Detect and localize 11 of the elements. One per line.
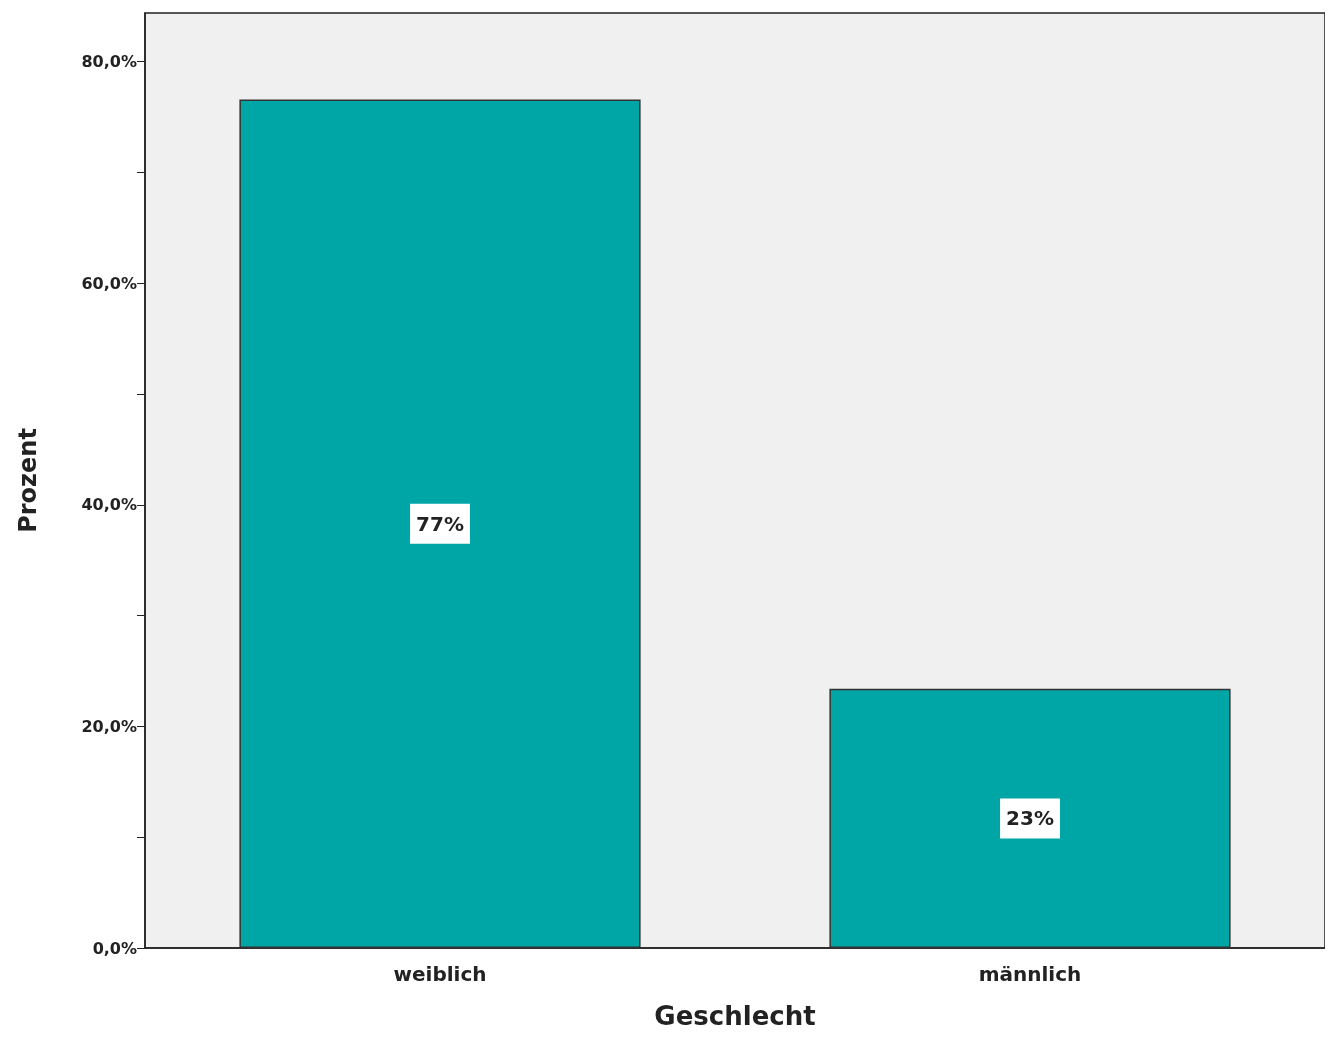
y-axis-title: Prozent (14, 428, 42, 533)
x-tick-label: weiblich (393, 962, 487, 986)
y-tick-label: 60,0% (81, 273, 137, 293)
data-label: 77% (416, 511, 464, 536)
y-tick-label: 80,0% (81, 52, 137, 72)
x-axis-title: Geschlecht (654, 1001, 816, 1031)
y-tick-label: 20,0% (81, 716, 137, 736)
y-tick-label: 0,0% (92, 938, 137, 958)
y-tick-label: 40,0% (81, 495, 137, 515)
x-tick-label: männlich (978, 962, 1082, 986)
data-label: 23% (1006, 806, 1054, 831)
